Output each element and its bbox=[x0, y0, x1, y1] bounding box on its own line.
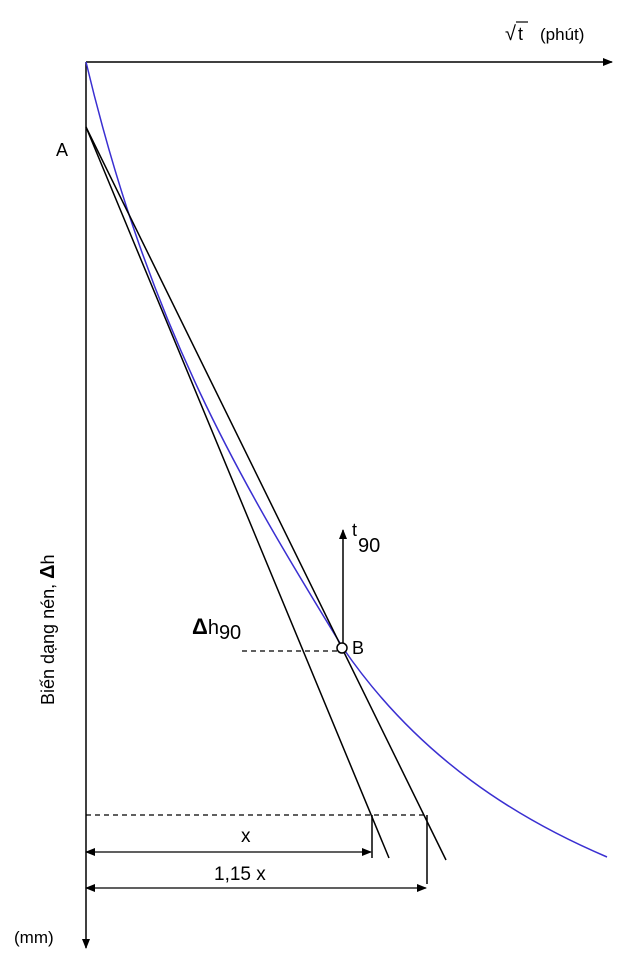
y-axis-unit: (mm) bbox=[14, 928, 54, 947]
y-axis-label-delta: Δ bbox=[37, 565, 59, 579]
dh90-label: Δh90 bbox=[192, 614, 241, 644]
point-b-label: B bbox=[352, 638, 364, 658]
x-axis-variable: t bbox=[518, 24, 523, 44]
offset-tangent-line bbox=[85, 126, 447, 861]
y-axis-label-text: Biến dạng nén, bbox=[38, 579, 58, 705]
x-dimension-label: x bbox=[241, 826, 251, 847]
point-b-marker bbox=[336, 642, 348, 654]
x-axis-unit: (phút) bbox=[540, 25, 584, 44]
t90-base: t bbox=[352, 520, 357, 540]
dh90-subscript: 90 bbox=[219, 622, 241, 644]
y-axis-label-h: h bbox=[38, 555, 58, 565]
y-axis-label: Biến dạng nén, Δh bbox=[37, 555, 59, 706]
x115-dimension-label: 1,15 x bbox=[214, 864, 266, 885]
consolidation-curve bbox=[85, 61, 608, 858]
point-a-label: A bbox=[56, 140, 68, 160]
t90-subscript: 90 bbox=[358, 535, 380, 557]
dh90-delta: Δ bbox=[192, 614, 208, 639]
x-axis-root-symbol: √ bbox=[505, 23, 516, 45]
dh90-base: h bbox=[208, 617, 219, 639]
initial-tangent-line bbox=[85, 126, 390, 859]
t90-label: t90 bbox=[352, 520, 380, 557]
